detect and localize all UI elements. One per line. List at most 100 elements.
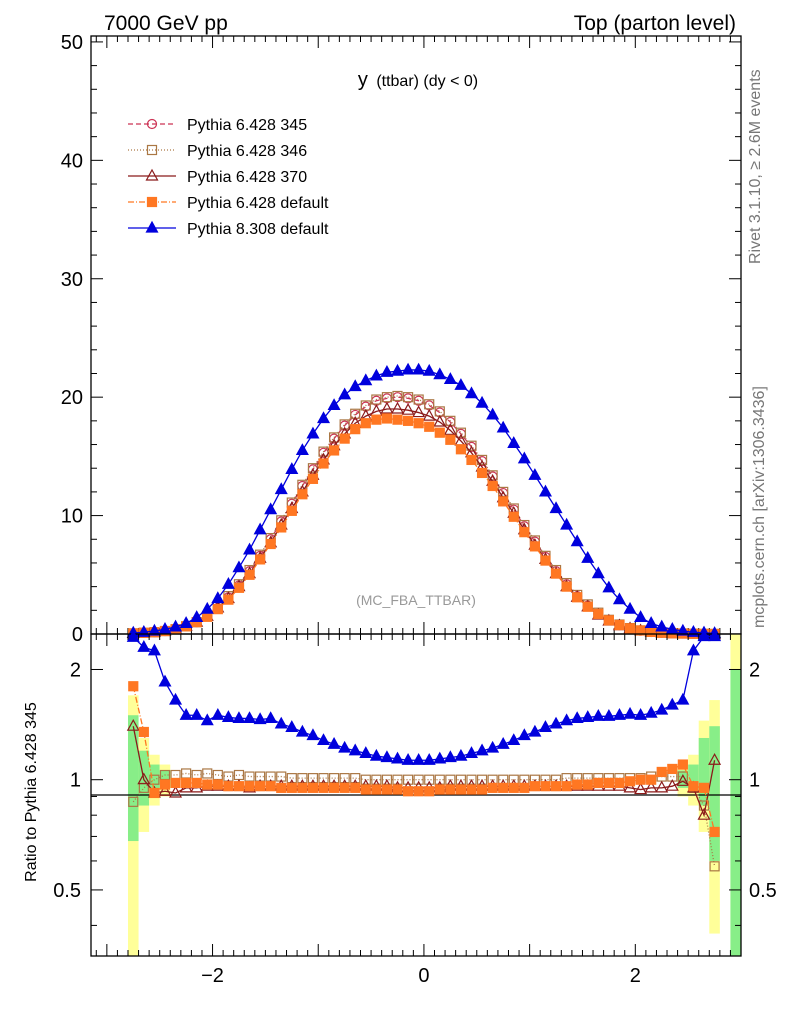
ratio-data-point [328,773,340,784]
ratio-data-point [455,784,467,795]
ratio-data-point [244,781,255,792]
ratio-data-point [656,766,667,778]
legend-marker [146,196,158,208]
ratio-data-point [591,709,605,721]
ratio-data-point [677,759,688,770]
ratio-data-point [318,782,329,793]
ratio-data-point [528,724,542,737]
ratio-data-point [137,640,151,652]
legend-label: Pythia 8.308 default [187,221,329,238]
ratio-data-point [697,807,711,820]
ratio-data-point [381,784,393,795]
ratio-data-point [422,753,436,765]
main-data-point [455,427,467,438]
ratio-series-2 [128,681,720,838]
ratio-data-point [665,778,679,791]
main-data-point [412,362,426,375]
legend-marker [145,220,159,233]
main-data-point [158,622,172,634]
ratio-y-ticks: 0.5 0.5 1 1 2 2 [53,659,777,926]
ratio-data-point [582,779,593,790]
ratio-data-point [276,782,287,793]
legend-label: Pythia 6.428 default [187,195,329,212]
ratio-data-point [360,774,371,785]
ratio-data-point [232,711,246,724]
ratio-data-point [413,774,424,785]
ratio-data-point [402,786,414,797]
ratio-data-point [676,774,690,786]
ratio-data-point [212,769,223,781]
plot-title-main: y [358,69,368,91]
ratio-y-tick-label-right: 0.5 [749,880,777,902]
main-data-point [528,468,542,480]
ratio-data-point [466,774,477,785]
ratio-y-tick-label: 1 [70,770,81,792]
main-data-point [255,554,266,565]
ratio-data-point [412,753,426,765]
ratio-data-point [264,711,278,724]
ratio-plot: 0.5 0.5 1 1 2 2 −2 0 2 Ratio to Pythia 6.428 34… [23,629,777,987]
ratio-data-point [603,777,614,789]
ratio-data-point [158,783,172,796]
main-data-point [401,362,415,375]
main-y-ticks: 0 10 20 30 40 50 [61,32,741,646]
header-right: Top (parton level) [574,12,736,35]
main-data-point [475,395,489,408]
ratio-data-point [369,748,383,761]
uncertainty-band-green [709,726,720,861]
main-data-point [390,363,405,376]
main-data-point [369,368,383,381]
ratio-data-point [644,705,658,718]
main-data-point [392,390,403,402]
main-data-point [401,402,415,415]
main-data-point [507,436,521,448]
main-data-point [624,623,636,634]
main-data-point [392,414,403,425]
main-data-point [433,367,447,380]
ratio-data-point [464,746,479,758]
main-data-point [265,538,276,550]
main-data-point [486,407,500,420]
main-data-point [274,482,288,495]
ratio-series-line [132,772,716,867]
main-data-point [221,577,235,589]
ratio-data-point [190,707,204,720]
ratio-data-point [498,782,509,793]
main-data-point [169,619,183,632]
ratio-data-point [159,779,171,790]
ratio-data-point [434,784,445,795]
ratio-data-point [646,774,657,785]
ratio-data-point [392,774,403,785]
main-y-tick-label: 20 [61,387,83,409]
ratio-data-point [307,773,319,784]
main-data-point [371,414,382,425]
main-y-tick-label: 40 [61,150,83,172]
main-data-point [327,398,341,411]
ratio-data-point [612,707,626,720]
main-data-point [328,445,340,456]
ratio-data-point [359,746,373,758]
main-data-point [508,511,519,522]
main-data-point [466,454,477,466]
main-data-point [223,594,234,605]
main-data-point [276,522,287,533]
ratio-data-point [433,751,447,764]
main-data-point [581,550,595,563]
ratio-data-point [128,796,139,807]
ratio-data-point [549,716,563,729]
ratio-series-line [132,686,716,833]
ratio-data-point [519,782,530,793]
main-data-point [381,413,393,424]
main-data-point [338,387,352,400]
main-data-point [348,379,362,392]
ratio-data-point [339,782,350,793]
ratio-data-point [455,774,467,785]
ratio-data-point [413,786,424,797]
main-data-point [307,473,319,484]
ratio-data-point [709,826,720,838]
ratio-data-point [561,781,572,792]
ratio-y-tick-label: 0.5 [53,880,81,902]
main-data-point [603,615,614,626]
ratio-x-tick-label: −2 [201,965,224,987]
